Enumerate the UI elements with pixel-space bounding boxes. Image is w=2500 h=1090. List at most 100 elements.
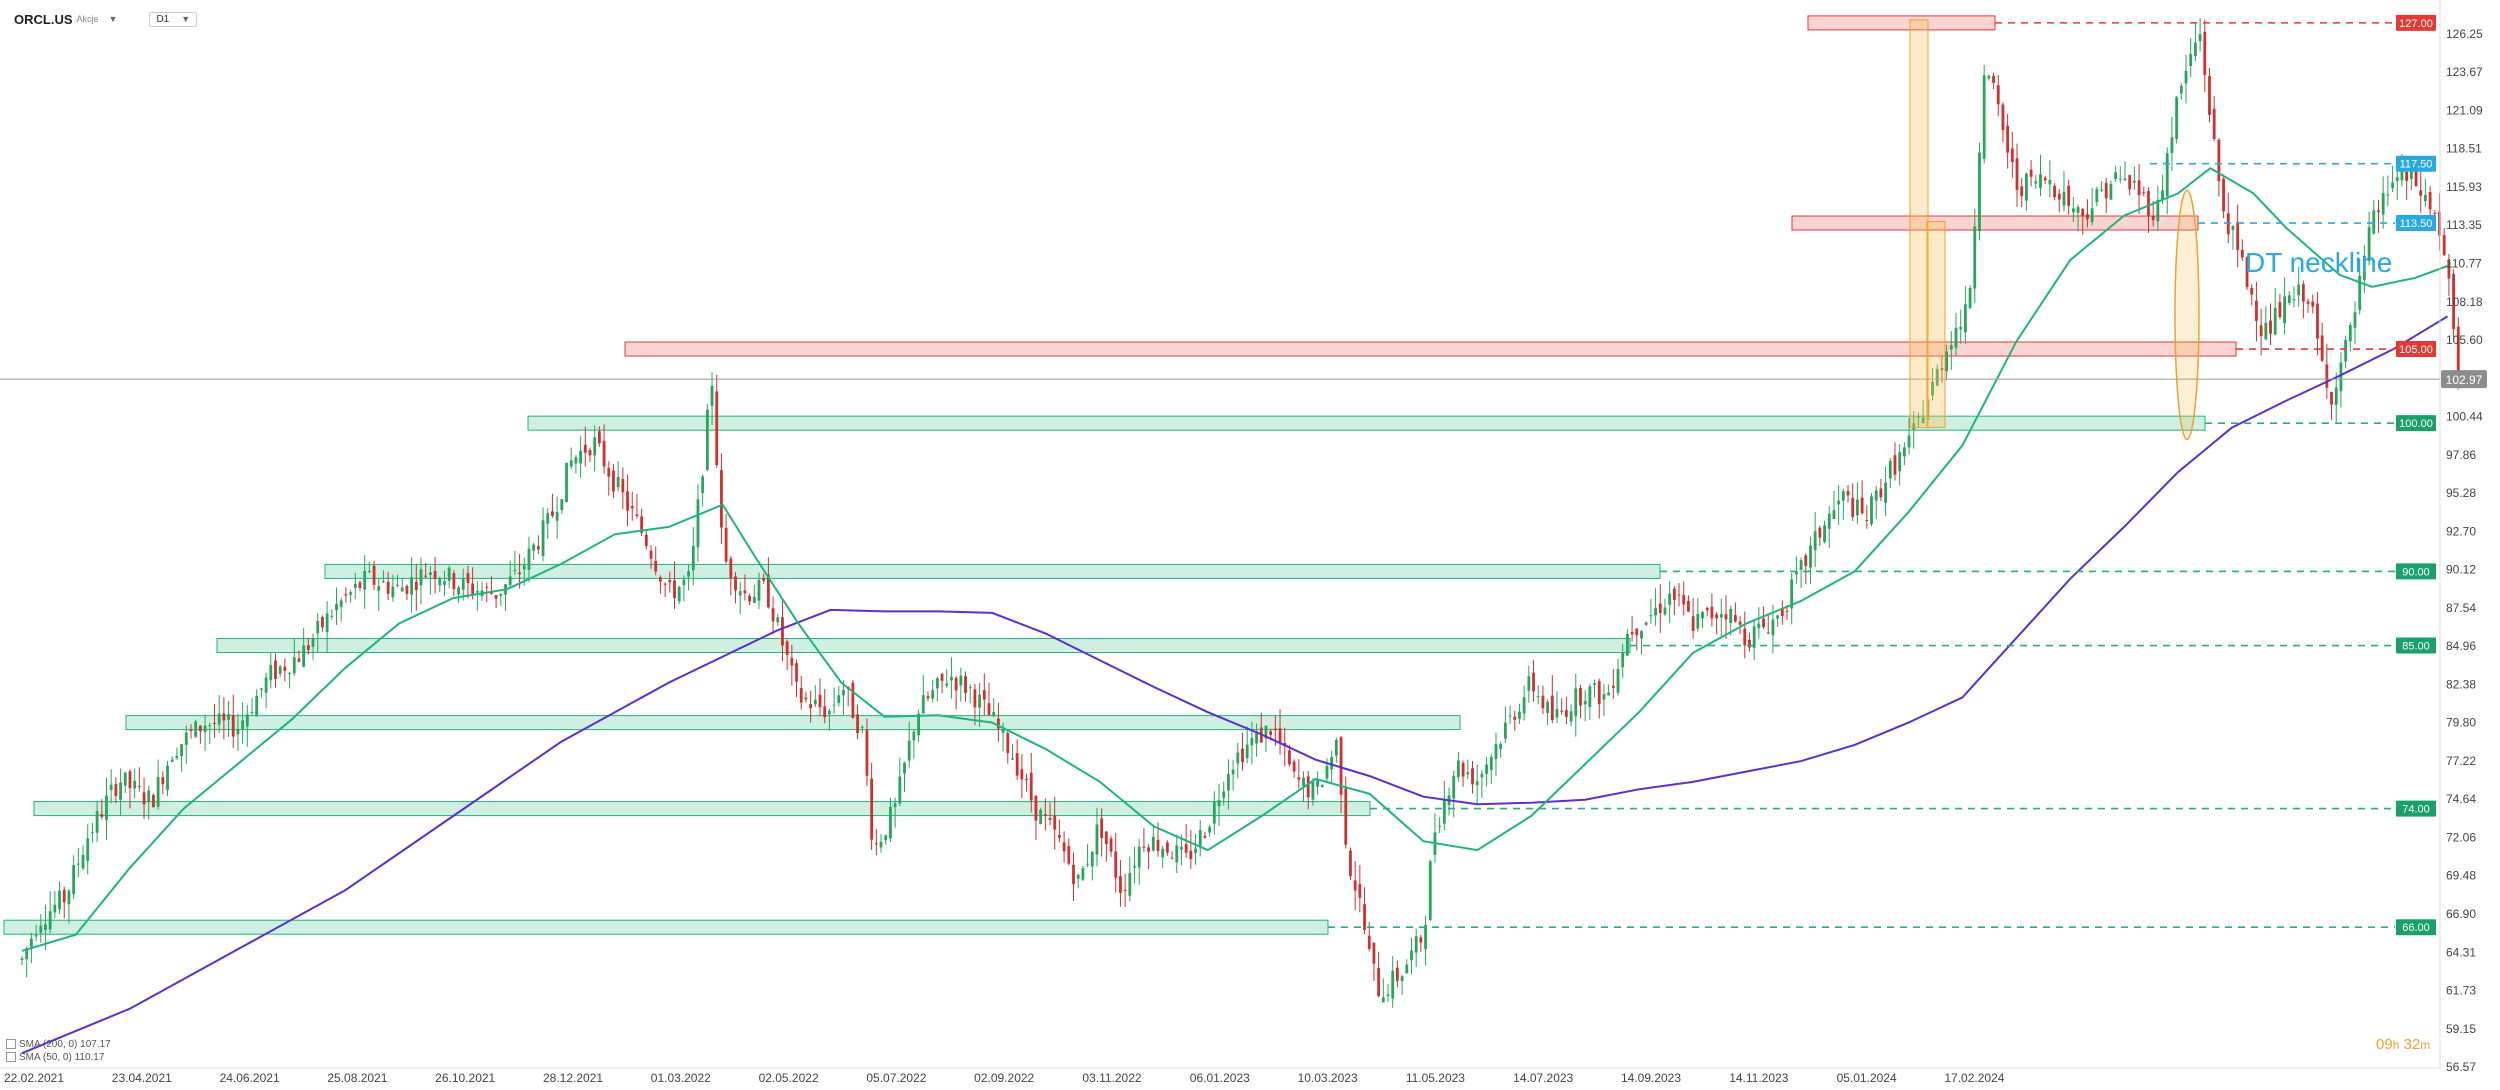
- candle-body: [1053, 815, 1057, 830]
- candle-body: [551, 511, 554, 516]
- candle-body: [1611, 685, 1615, 688]
- candle-body: [1320, 784, 1324, 787]
- x-tick-label: 01.03.2022: [651, 1071, 711, 1085]
- candle-body: [2010, 148, 2014, 162]
- level-tag-label: 100.00: [2399, 418, 2433, 430]
- candle-body: [1569, 711, 1573, 722]
- candle-body: [1133, 866, 1136, 868]
- dt-neckline-annotation: DT neckline: [2245, 247, 2392, 278]
- candle-body: [1165, 842, 1169, 853]
- candle-body: [292, 657, 296, 674]
- candle-body: [2095, 189, 2099, 203]
- candle-body: [1353, 880, 1357, 891]
- candle-body: [1156, 839, 1160, 851]
- candle-body: [2123, 178, 2127, 181]
- candle-body: [2043, 177, 2047, 181]
- y-tick-label: 115.93: [2446, 180, 2482, 194]
- candle-body: [419, 569, 423, 586]
- ticker-dropdown-icon[interactable]: ▼: [108, 14, 118, 24]
- candle-body: [67, 890, 71, 905]
- candle-body: [260, 688, 263, 690]
- y-tick-label: 77.22: [2446, 754, 2476, 768]
- candle-body: [1527, 676, 1531, 691]
- candle-body: [2053, 185, 2056, 198]
- timeframe-select[interactable]: D1 ▼: [149, 11, 198, 27]
- y-tick-label: 97.86: [2446, 448, 2476, 462]
- candle-body: [494, 594, 498, 599]
- candle-countdown: 09h 32m: [2376, 1036, 2430, 1053]
- candle-body: [1762, 618, 1765, 628]
- candle-body: [1776, 615, 1780, 619]
- candle-body: [2100, 189, 2103, 191]
- candle-body: [2372, 210, 2376, 234]
- candle-body: [2128, 175, 2132, 190]
- candle-body: [1921, 417, 1925, 423]
- candle-body: [461, 578, 465, 590]
- candle-body: [2081, 208, 2085, 217]
- candle-body: [1494, 744, 1498, 759]
- candle-body: [1963, 304, 1967, 333]
- candle-body: [123, 772, 127, 786]
- candle-body: [626, 491, 629, 511]
- candle-body: [198, 725, 202, 732]
- candle-body: [391, 586, 395, 598]
- candle-body: [992, 712, 996, 716]
- last-price-label: 102.97: [2446, 373, 2483, 387]
- candle-body: [2071, 208, 2075, 213]
- candle-body: [1114, 851, 1118, 878]
- candle-body: [1062, 842, 1066, 852]
- candle-body: [1856, 499, 1859, 516]
- candle-body: [428, 572, 432, 576]
- y-tick-label: 82.38: [2446, 677, 2476, 691]
- x-tick-label: 17.02.2024: [1944, 1071, 2004, 1085]
- candle-body: [1987, 75, 1991, 79]
- level-tag: [2396, 215, 2436, 232]
- candle-body: [2358, 275, 2362, 311]
- candle-body: [1489, 756, 1493, 771]
- level-tag: [2396, 800, 2436, 817]
- candle-body: [250, 712, 254, 714]
- candle-body: [1710, 606, 1714, 619]
- highlight-band: [1909, 19, 1929, 429]
- candle-body: [687, 571, 690, 577]
- candle-body: [518, 572, 521, 575]
- candle-body: [297, 658, 301, 662]
- candle-body: [2348, 325, 2352, 342]
- candle-body: [616, 476, 620, 488]
- candle-body: [1255, 730, 1258, 744]
- ticker-symbol[interactable]: ORCL.US: [14, 11, 73, 27]
- candle-body: [433, 571, 437, 579]
- candle-body: [2001, 104, 2005, 131]
- candle-body: [1264, 725, 1268, 739]
- candle-body: [1884, 482, 1887, 503]
- candle-body: [1705, 607, 1709, 611]
- candle-body: [147, 790, 151, 803]
- candle-body: [677, 586, 681, 602]
- candle-body: [264, 677, 268, 693]
- candle-body: [588, 450, 592, 456]
- candle-body: [1560, 710, 1564, 712]
- candle-body: [1208, 827, 1212, 833]
- candle-body: [2090, 208, 2094, 223]
- indicator-legend: SMA (200, 0) 107.17 SMA (50, 0) 110.17: [6, 1038, 111, 1064]
- x-tick-label: 22.02.2021: [4, 1071, 64, 1085]
- candle-body: [2222, 178, 2225, 212]
- candle-body: [1325, 765, 1329, 779]
- legend-sma200[interactable]: SMA (200, 0) 107.17: [6, 1038, 111, 1051]
- candle-body: [2428, 191, 2432, 210]
- candle-body: [1607, 692, 1611, 696]
- x-tick-label: 11.05.2023: [1406, 1071, 1465, 1085]
- candle-body: [574, 457, 578, 464]
- candle-body: [555, 512, 559, 521]
- candle-body: [1912, 423, 1916, 430]
- candle-body: [189, 729, 193, 732]
- candle-body: [968, 687, 972, 689]
- candle-body: [1846, 491, 1850, 496]
- candle-body: [363, 570, 367, 590]
- candle-body: [1194, 848, 1197, 854]
- candle-body: [1813, 531, 1817, 551]
- candle-body: [1635, 628, 1639, 636]
- candle-body: [1959, 326, 1963, 330]
- legend-sma50[interactable]: SMA (50, 0) 110.17: [6, 1051, 111, 1064]
